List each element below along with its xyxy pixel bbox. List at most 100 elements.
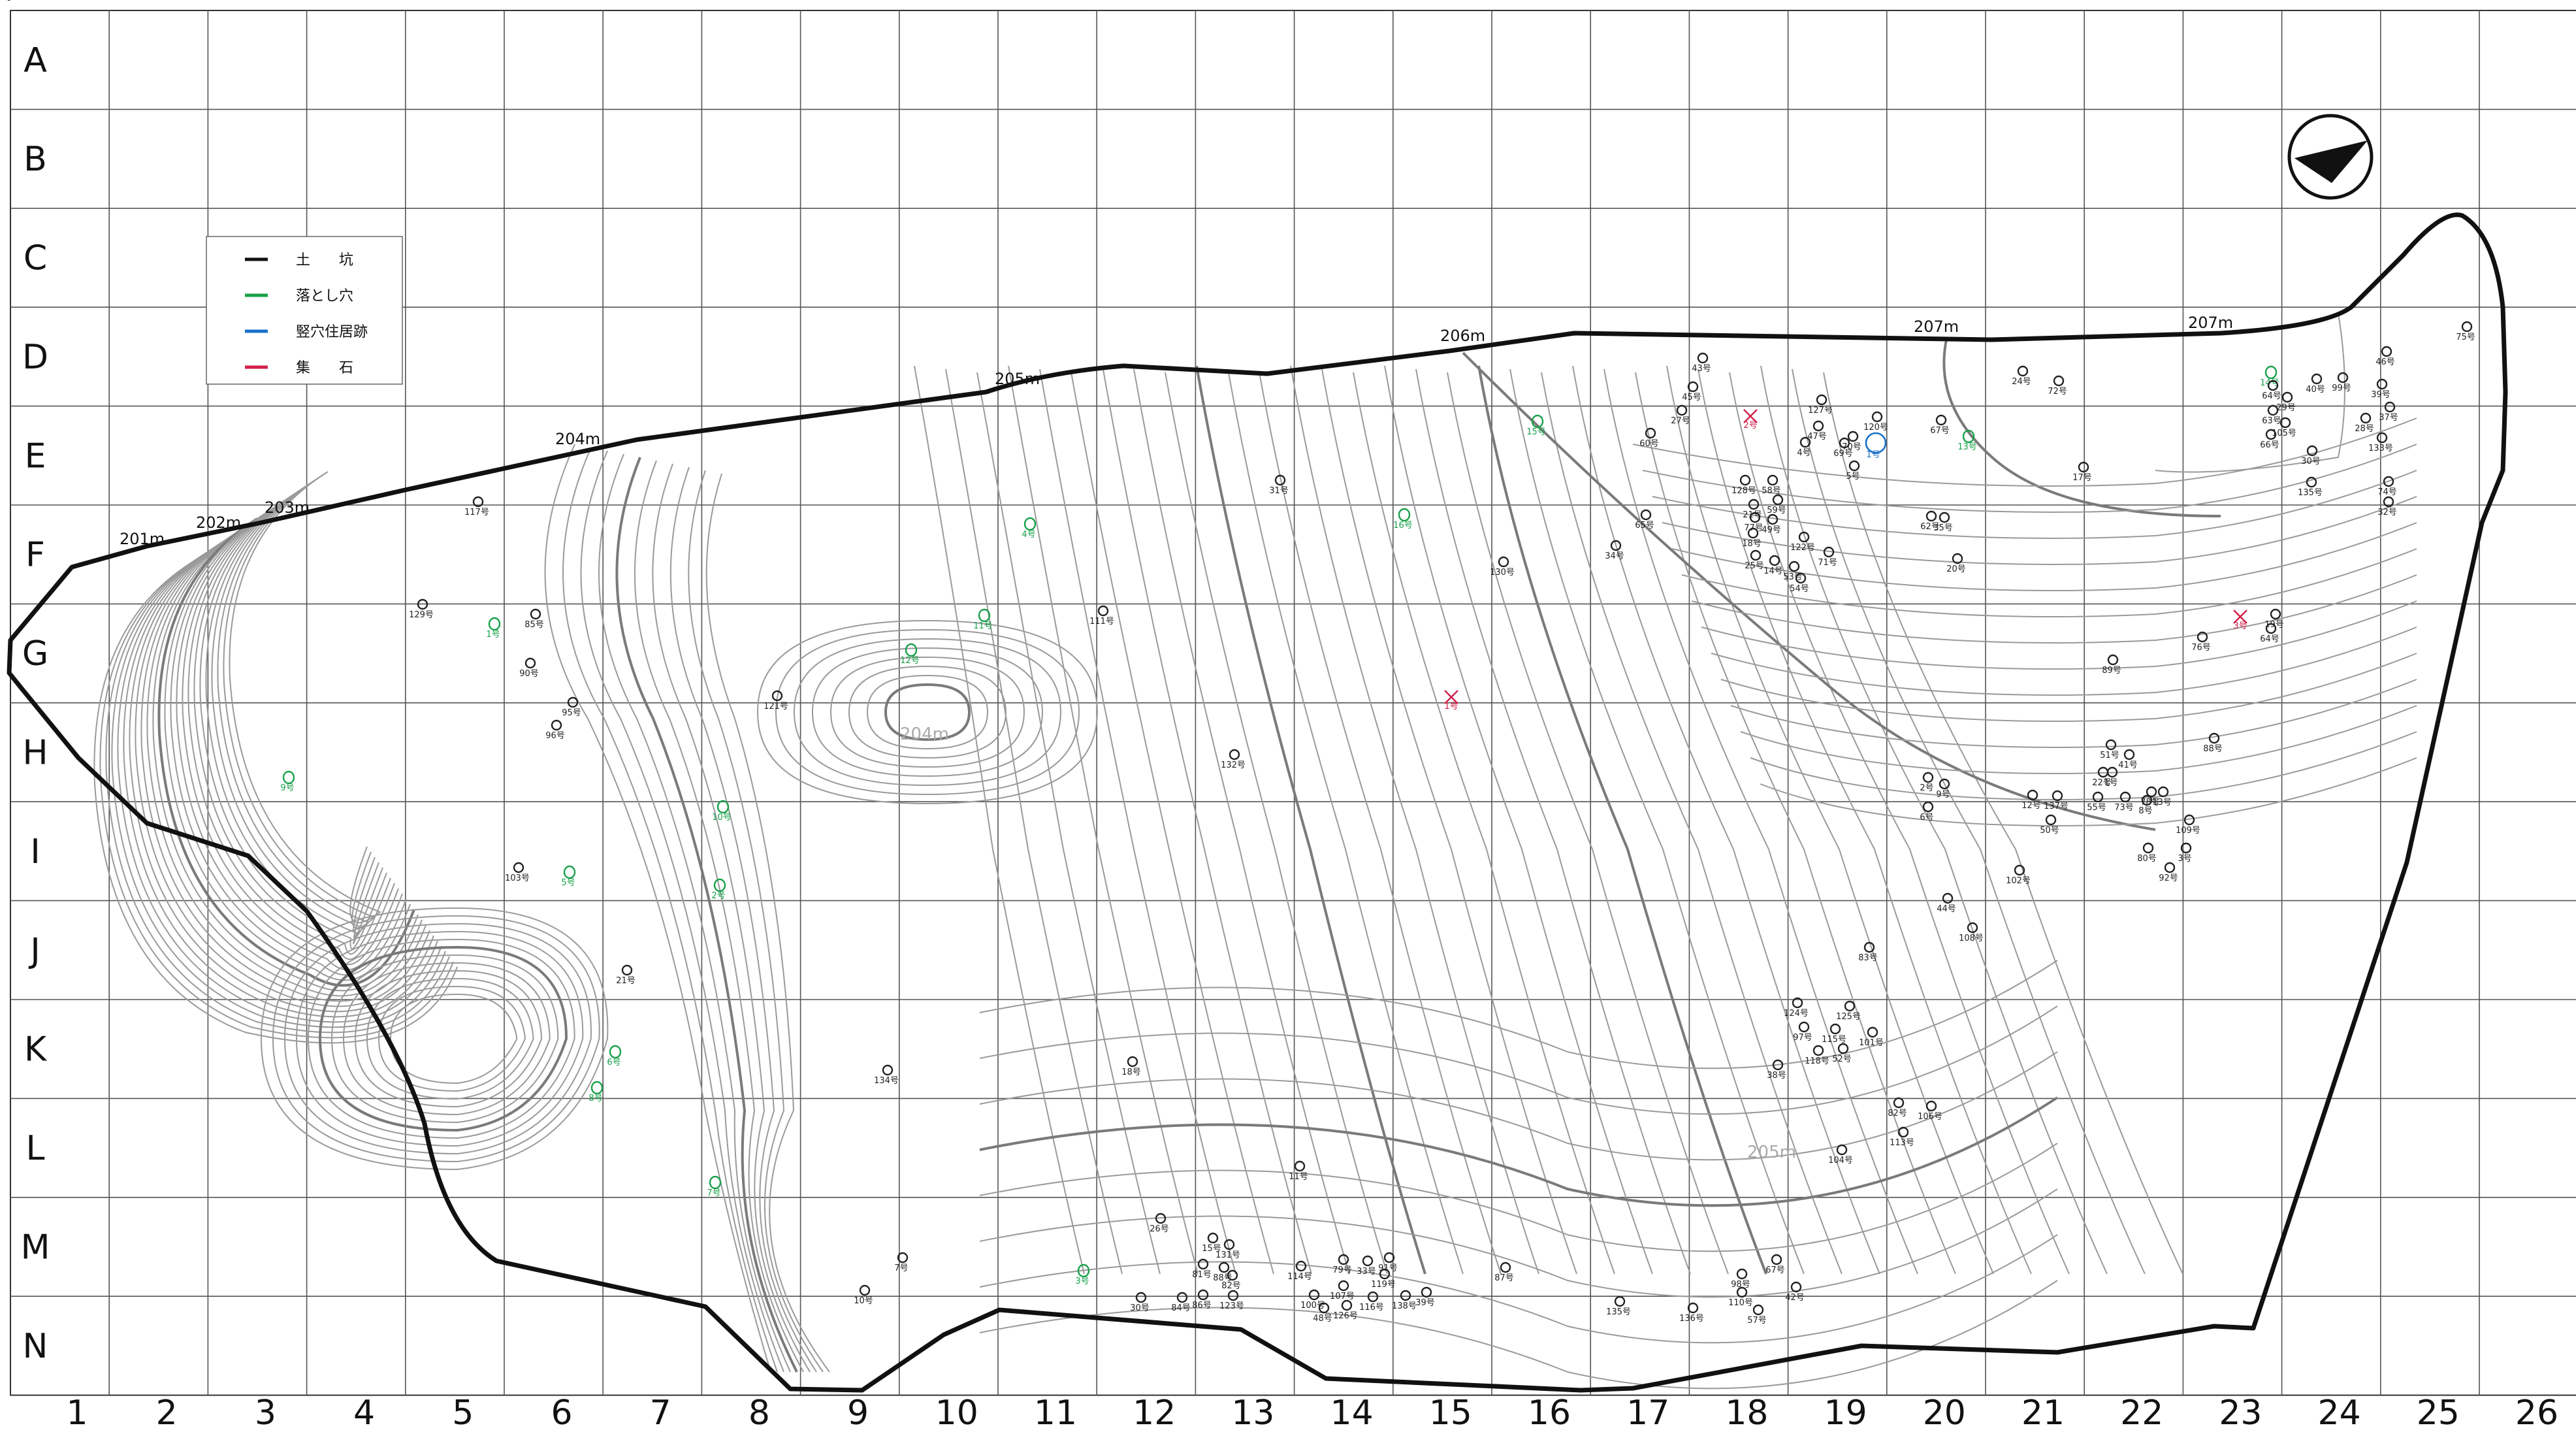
feature-pit: 39号 (1415, 1286, 1435, 1308)
feature-label: 100号 (1300, 1301, 1325, 1311)
contour-line (1477, 365, 1767, 1275)
feature-label: 103号 (505, 873, 530, 883)
feature-label: 115号 (1822, 1035, 1846, 1045)
feature-pit: 84号 (1171, 1292, 1191, 1313)
pit-icon (1176, 1292, 1188, 1303)
trap-pit-icon (713, 878, 726, 892)
legend-label: 土 坑 (296, 252, 353, 269)
contour-line (93, 561, 458, 1044)
pit-icon (1294, 1160, 1306, 1172)
feature-pit: 73号 (2114, 791, 2134, 813)
pit-icon (472, 496, 484, 508)
pit-icon (1792, 997, 1803, 1009)
pit-icon (1771, 1254, 1782, 1265)
feature-pit: 15号 (1202, 1232, 1221, 1254)
feature-label: 95号 (562, 708, 581, 718)
feature-label: 71号 (1818, 558, 1837, 568)
feature-pit: 121号 (764, 690, 788, 711)
feature-label: 7号 (894, 1263, 908, 1273)
contour-line (223, 475, 376, 929)
pit-icon (1197, 1289, 1209, 1301)
feature-label: 75号 (2456, 333, 2475, 342)
pit-icon (2141, 794, 2153, 806)
contour-line (979, 960, 2058, 1069)
contour-line (1729, 372, 2070, 1275)
contour-line (1792, 368, 2146, 1275)
feature-pit: 1号 (2104, 766, 2118, 788)
feature-pit: 27号 (1671, 404, 1690, 426)
feature-label: 73号 (2114, 803, 2134, 813)
pit-icon (1341, 1299, 1353, 1311)
contour-line (1071, 372, 1274, 1275)
contour-line (1165, 372, 1388, 1275)
feature-label: 13号 (1957, 442, 1977, 452)
feature-label: 31号 (1269, 486, 1289, 496)
column-label: 10 (935, 1393, 978, 1433)
pit-icon (2337, 372, 2349, 383)
feature-label: 136号 (1679, 1314, 1704, 1324)
feature-pit: 64号 (2260, 623, 2279, 644)
feature-label: 99号 (2332, 383, 2351, 393)
feature-pit: 31号 (1269, 474, 1289, 496)
pit-icon (2383, 496, 2394, 508)
contour-line (229, 471, 382, 924)
feature-label: 119号 (1371, 1280, 1396, 1290)
feature-pit: 35号 (1933, 512, 1953, 533)
feature-label: 30号 (2301, 457, 2321, 466)
feature-pit: 105号 (2272, 417, 2296, 438)
row-label: N (23, 1327, 48, 1366)
feature-label: 11号 (973, 621, 993, 631)
feature-label: 101号 (1859, 1038, 1884, 1048)
feature-label: 9号 (1936, 790, 1950, 800)
feature-pit: 67号 (1930, 414, 1950, 436)
column-label: 6 (551, 1393, 572, 1433)
feature-label: 87号 (1494, 1273, 1514, 1283)
feature-pit: 99号 (2332, 372, 2351, 393)
contour-line (193, 495, 391, 955)
feature-pit: 132号 (1221, 749, 1246, 770)
pit-icon (1939, 512, 1950, 523)
contour-line (319, 945, 568, 1132)
trap-pit-icon (590, 1081, 604, 1095)
feature-label: 43号 (1692, 364, 1711, 374)
pit-icon (1798, 531, 1810, 543)
feature-stone: 1号 (1444, 690, 1458, 711)
feature-pit: 48号 (1313, 1302, 1332, 1324)
feature-pit: 38号 (1767, 1059, 1786, 1081)
feature-label: 33号 (1357, 1267, 1376, 1277)
pit-icon (1227, 1290, 1239, 1301)
feature-pit: 76号 (2191, 631, 2211, 653)
feature-label: 37号 (2379, 413, 2398, 423)
pit-icon (1500, 1262, 1511, 1273)
feature-label: 15号 (1526, 427, 1546, 437)
row-label: A (24, 41, 47, 80)
pit-icon (1379, 1268, 1391, 1280)
pit-icon (2017, 365, 2029, 377)
row-label: J (28, 931, 40, 970)
contour-line (343, 962, 551, 1116)
feature-label: 110号 (1728, 1298, 1753, 1308)
feature-pit: 134号 (874, 1064, 899, 1086)
column-label: 1 (66, 1393, 88, 1433)
contour-line (272, 915, 600, 1163)
pit-icon (2384, 401, 2396, 413)
pit-icon (1383, 1252, 1395, 1263)
feature-pit: 30号 (1130, 1292, 1150, 1313)
feature-pit: 51号 (2100, 739, 2119, 760)
feature-label: 131号 (1216, 1250, 1240, 1260)
contour-line (1942, 339, 2221, 517)
pit-icon (1897, 1126, 1909, 1138)
feature-label: 120号 (1863, 423, 1888, 432)
feature-pit: 52号 (1832, 1043, 1852, 1064)
grid (10, 10, 2576, 1396)
contour-line (1259, 372, 1502, 1275)
feature-stone: 3号 (2233, 610, 2247, 631)
contour-line (111, 549, 446, 1028)
contour-label: 201m (120, 530, 165, 548)
pit-icon (2376, 432, 2388, 444)
feature-pit: 88号 (2203, 732, 2223, 754)
feature-label: 52号 (1832, 1054, 1852, 1064)
feature-label: 83号 (1858, 953, 1878, 963)
feature-label: 72号 (2048, 387, 2067, 397)
feature-pit: 116号 (1359, 1291, 1384, 1312)
